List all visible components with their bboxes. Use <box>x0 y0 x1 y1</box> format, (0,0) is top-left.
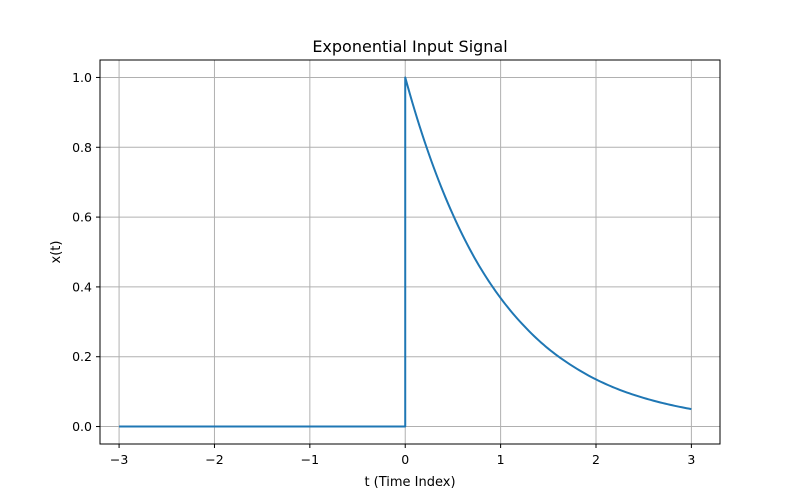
y-tick-label: 0.2 <box>72 349 92 364</box>
y-tick-label: 1.0 <box>72 70 92 85</box>
series-layer <box>119 76 692 428</box>
y-tick-label: 0.6 <box>72 210 92 225</box>
x-tick-label: −2 <box>205 452 223 467</box>
y-axis-label: x(t) <box>49 241 64 264</box>
x-axis-label: t (Time Index) <box>364 475 455 490</box>
x-tick-label: 3 <box>687 452 695 467</box>
y-tick-label: 0.8 <box>72 140 92 155</box>
x-tick-label: −3 <box>110 452 128 467</box>
x-tick-label: −1 <box>301 452 319 467</box>
series-line <box>119 76 692 428</box>
x-tick-label: 0 <box>401 452 409 467</box>
x-tick-label: 1 <box>497 452 505 467</box>
grid-layer <box>100 60 720 444</box>
plot-frame <box>99 59 721 445</box>
x-tick-label: 2 <box>592 452 600 467</box>
tick-layer: −3 −2 −1 0 1 2 3 0.0 0.2 0.4 0.6 0.8 1.0 <box>72 70 695 467</box>
y-tick-label: 0.0 <box>72 419 92 434</box>
chart-title: Exponential Input Signal <box>312 37 507 56</box>
y-tick-label: 0.4 <box>72 279 92 294</box>
